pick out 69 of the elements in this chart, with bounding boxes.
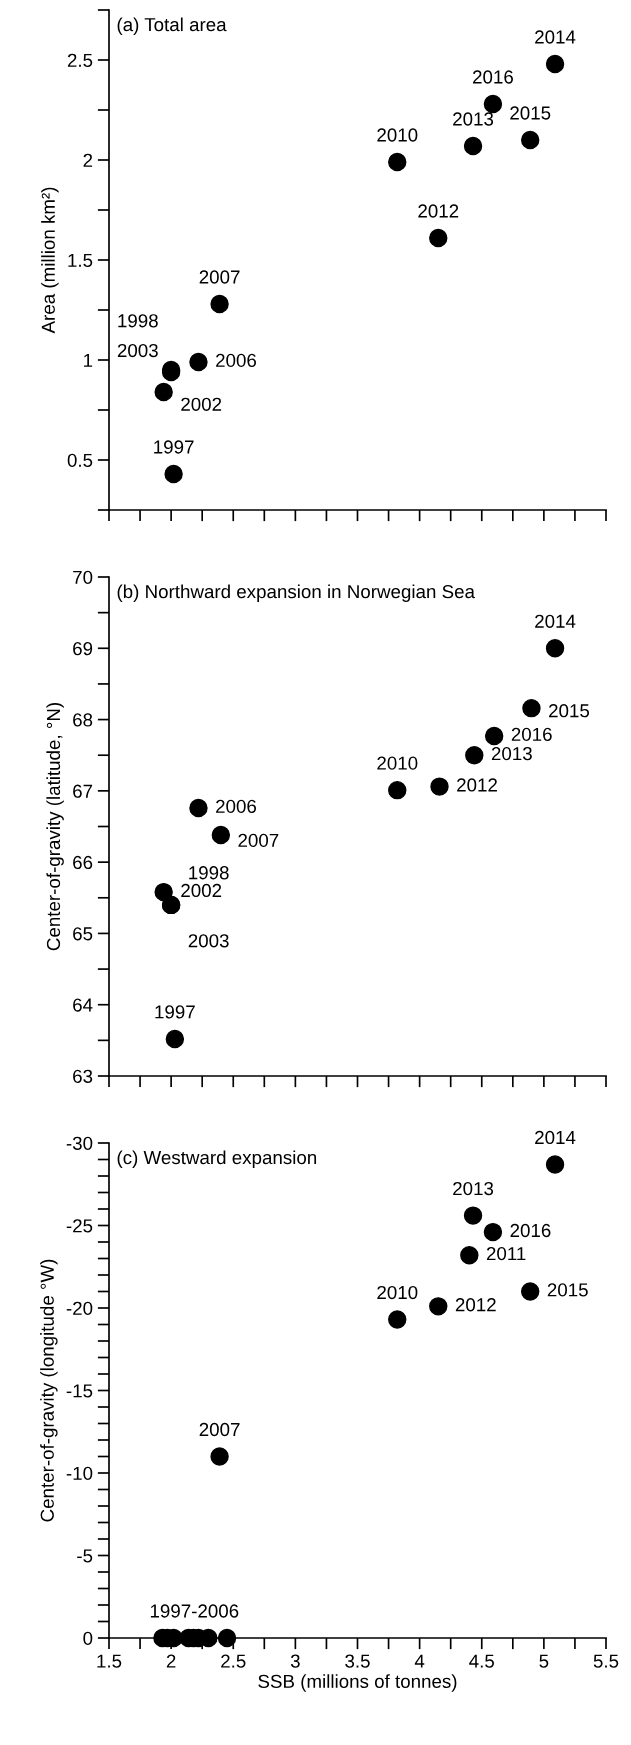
y-tick-label: -5	[77, 1549, 93, 1563]
annotation: 2012	[418, 204, 459, 218]
annotation: 2010	[377, 756, 418, 770]
annotation: 2010	[377, 128, 418, 142]
annotation: 1997	[154, 440, 194, 454]
x-tick-label: 3	[290, 1654, 300, 1668]
annotation: 1997	[155, 1005, 195, 1019]
x-tick-label: 4.5	[469, 1654, 494, 1668]
x-tick-label: 2	[166, 1654, 176, 1668]
y-tick-label: -10	[66, 1466, 93, 1480]
y-tick-label: -30	[66, 1136, 93, 1150]
annotation: 2003	[188, 934, 229, 948]
annotation: 2003	[117, 343, 158, 358]
annotation: 2007	[199, 1422, 240, 1437]
annotation: 2007	[238, 833, 279, 848]
x-tick-label: 4	[414, 1654, 425, 1668]
annotation: 2013	[453, 1181, 494, 1196]
y-tick-label: 0	[83, 1631, 93, 1645]
annotation: 2010	[377, 1285, 418, 1300]
y-tick-label: 2	[83, 153, 93, 167]
y-tick-label: 1.5	[68, 253, 93, 267]
y-axis-title: Area (million km²)	[41, 187, 59, 334]
annotation: 2012	[455, 1298, 496, 1312]
y-tick-label: 64	[73, 998, 93, 1012]
y-tick-label: -15	[66, 1384, 93, 1398]
y-tick-label: 67	[73, 784, 93, 798]
y-tick-label: 1	[84, 353, 93, 367]
y-tick-label: 70	[73, 570, 93, 584]
y-tick-label: -20	[66, 1301, 93, 1315]
annotation: 1998	[189, 866, 229, 880]
y-tick-label: 69	[73, 641, 93, 656]
y-tick-label: -25	[66, 1219, 93, 1233]
annotation: 2015	[549, 704, 590, 718]
chart-title: (a) Total area	[117, 17, 227, 35]
annotation: 2011	[486, 1246, 526, 1261]
x-tick-label: 5.5	[593, 1654, 619, 1668]
annotation: 2013	[453, 112, 494, 126]
y-tick-label: 68	[73, 713, 93, 727]
y-tick-label: 66	[73, 855, 93, 870]
annotation: 2013	[491, 746, 532, 761]
x-tick-label: 5	[539, 1654, 549, 1668]
annotation: 2016	[473, 70, 513, 84]
annotation: 2014	[535, 30, 576, 44]
annotation: 1997-2006	[150, 1604, 239, 1618]
x-axis-title: SSB (millions of tonnes)	[258, 1674, 457, 1692]
annotation: 2002	[181, 883, 222, 898]
annotation: 2002	[181, 397, 222, 411]
annotation: 1998	[118, 314, 158, 328]
chart-title: (c) Westward expansion	[117, 1150, 317, 1168]
annotation: 2015	[510, 106, 551, 120]
annotation: 2014	[535, 614, 576, 628]
annotation: 2016	[510, 1223, 551, 1238]
x-tick-label: 2.5	[221, 1654, 246, 1668]
annotation: 2007	[199, 270, 240, 284]
x-tick-label: 1.5	[97, 1654, 122, 1668]
y-tick-label: 65	[73, 927, 93, 941]
y-axis-title: Center-of-gravity (latitude, °N)	[46, 703, 64, 951]
annotation: 2014	[535, 1130, 576, 1145]
y-tick-label: 63	[73, 1069, 93, 1083]
x-tick-label: 3.5	[345, 1654, 370, 1668]
annotation: 2015	[547, 1283, 588, 1297]
chart-title: (b) Northward expansion in Norwegian Sea	[117, 584, 475, 602]
annotation: 2006	[216, 353, 257, 368]
annotation: 2016	[511, 727, 552, 741]
annotation: 2012	[457, 778, 497, 792]
y-axis-title: Center-of-gravity (longitude °W)	[40, 1259, 58, 1522]
y-tick-label: 0.5	[67, 453, 93, 467]
y-tick-label: 2.5	[67, 53, 93, 67]
annotation: 2006	[216, 799, 257, 813]
